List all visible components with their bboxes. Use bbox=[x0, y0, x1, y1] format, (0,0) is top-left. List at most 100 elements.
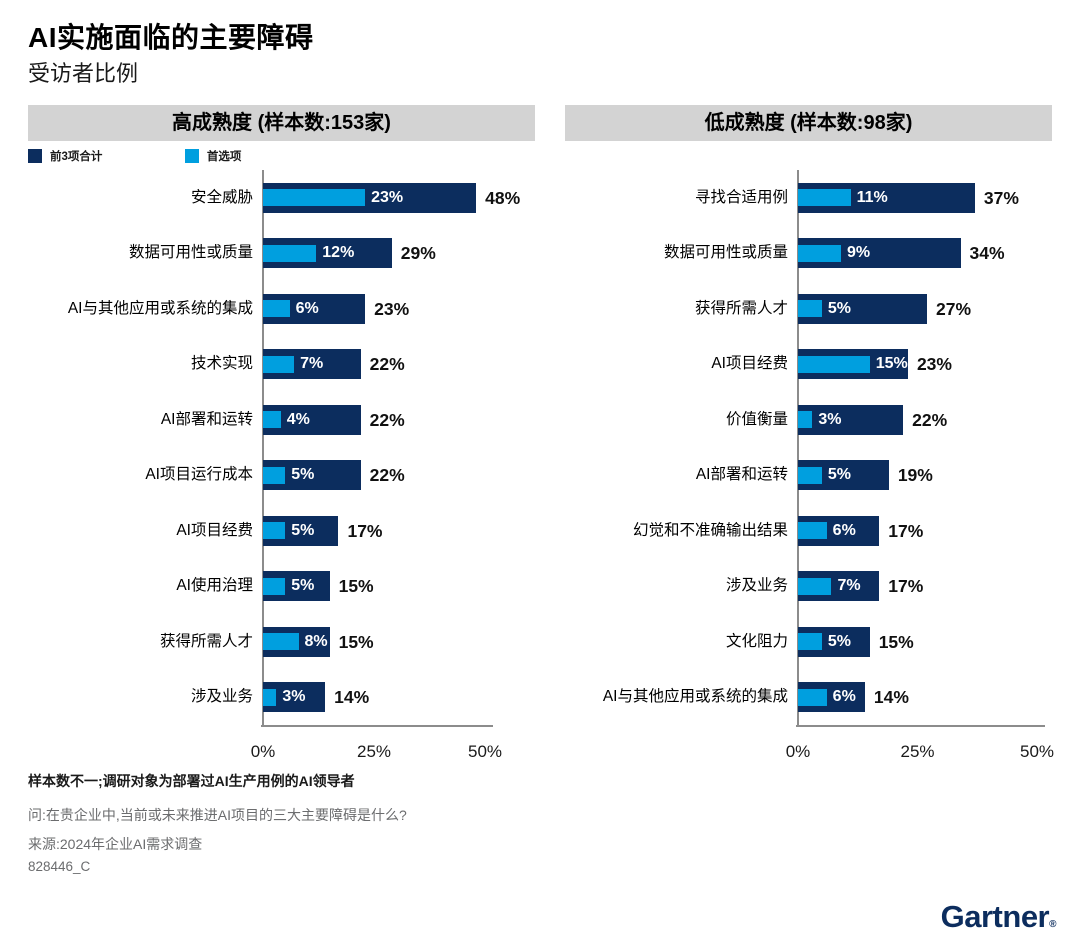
first-choice-bar bbox=[798, 577, 832, 595]
x-axis-line bbox=[796, 725, 1045, 727]
first-choice-value: 5% bbox=[827, 299, 852, 317]
x-tick-label: 50% bbox=[467, 742, 503, 761]
legend-label-top3: 前3项合计 bbox=[50, 150, 103, 163]
first-choice-bar bbox=[798, 189, 851, 207]
total-value: 17% bbox=[888, 520, 924, 541]
legend: 前3项合计 首选项 bbox=[28, 147, 241, 163]
category-label: 幻觉和不准确输出结果 bbox=[632, 521, 788, 539]
legend-swatch-first-choice bbox=[184, 148, 199, 163]
first-choice-bar bbox=[263, 244, 317, 262]
category-label: 技术实现 bbox=[190, 355, 253, 373]
first-choice-bar bbox=[798, 300, 822, 318]
first-choice-bar bbox=[263, 189, 366, 207]
first-choice-bar bbox=[798, 522, 827, 540]
first-choice-value: 7% bbox=[300, 355, 324, 373]
category-label: AI与其他应用或系统的集成 bbox=[67, 299, 253, 317]
first-choice-value: 5% bbox=[291, 577, 315, 595]
x-tick-label: 25% bbox=[900, 742, 935, 761]
y-axis-line bbox=[797, 170, 799, 727]
category-label: 数据可用性或质量 bbox=[128, 244, 253, 262]
first-choice-value: 12% bbox=[322, 244, 355, 262]
footnote-sample-note: 样本数不一;调研对象为部署过AI生产用例的AI领导者 bbox=[28, 773, 355, 789]
first-choice-value: 4% bbox=[286, 410, 310, 428]
total-value: 29% bbox=[400, 243, 436, 264]
total-value: 23% bbox=[916, 354, 952, 375]
category-label: AI项目运行成本 bbox=[145, 466, 253, 484]
x-tick-label: 25% bbox=[356, 742, 392, 761]
total-value: 15% bbox=[878, 631, 914, 652]
first-choice-bar bbox=[263, 688, 277, 706]
first-choice-bar bbox=[798, 688, 827, 706]
first-choice-value: 7% bbox=[837, 577, 861, 595]
total-value: 14% bbox=[334, 687, 370, 708]
category-label: 安全威胁 bbox=[190, 188, 253, 206]
y-axis-line bbox=[262, 170, 264, 727]
total-value: 22% bbox=[369, 409, 405, 430]
first-choice-value: 15% bbox=[875, 355, 908, 373]
first-choice-bar bbox=[263, 355, 295, 373]
total-value: 23% bbox=[374, 298, 410, 319]
panel-header-low-maturity: 低成熟度 (样本数:98家) bbox=[565, 105, 1052, 141]
legend-swatch-top3 bbox=[28, 148, 42, 163]
first-choice-bar bbox=[263, 411, 281, 429]
first-choice-bar bbox=[798, 355, 870, 373]
first-choice-value: 5% bbox=[827, 466, 852, 484]
total-value: 34% bbox=[969, 243, 1005, 264]
first-choice-value: 8% bbox=[304, 632, 328, 650]
total-value: 17% bbox=[888, 576, 924, 597]
category-label: AI与其他应用或系统的集成 bbox=[602, 688, 788, 706]
category-label: AI项目经费 bbox=[176, 521, 253, 539]
first-choice-value: 5% bbox=[827, 632, 852, 650]
first-choice-bar bbox=[263, 633, 299, 651]
category-label: 获得所需人才 bbox=[159, 632, 253, 650]
first-choice-bar bbox=[263, 300, 290, 318]
legend-label-first-choice: 首选项 bbox=[206, 150, 242, 163]
first-choice-bar bbox=[798, 633, 822, 651]
footnote-source: 来源:2024年企业AI需求调查 bbox=[28, 836, 203, 852]
category-label: AI项目经费 bbox=[711, 355, 788, 373]
first-choice-value: 5% bbox=[291, 521, 315, 539]
gartner-logo-text: Gartner bbox=[940, 899, 1050, 934]
first-choice-value: 11% bbox=[856, 188, 888, 206]
x-axis-line bbox=[261, 725, 493, 727]
chart-high-maturity: 安全威胁 23% 48% 数据可用性或质量 12% 29% AI与其他应用或系统的集成 6% 2… bbox=[28, 170, 548, 785]
total-value: 22% bbox=[912, 409, 948, 430]
x-tick-label: 0% bbox=[250, 742, 276, 761]
page-title: AI实施面临的主要障碍 bbox=[28, 22, 314, 53]
registered-trademark-icon: ® bbox=[1049, 919, 1056, 930]
category-label: AI部署和运转 bbox=[695, 466, 788, 484]
first-choice-value: 9% bbox=[847, 244, 871, 262]
category-label: AI部署和运转 bbox=[160, 410, 253, 428]
first-choice-value: 3% bbox=[282, 688, 306, 706]
category-label: 寻找合适用例 bbox=[694, 188, 788, 206]
x-tick-label: 50% bbox=[1019, 742, 1055, 761]
category-label: 文化阻力 bbox=[725, 632, 788, 650]
panel-header-high-maturity: 高成熟度 (样本数:153家) bbox=[28, 105, 535, 141]
footnote-question: 问:在贵企业中,当前或未来推进AI项目的三大主要障碍是什么? bbox=[28, 807, 407, 823]
first-choice-bar bbox=[798, 244, 842, 262]
total-bar bbox=[798, 404, 904, 435]
category-label: 涉及业务 bbox=[725, 577, 788, 595]
first-choice-value: 5% bbox=[291, 466, 315, 484]
total-value: 27% bbox=[936, 298, 972, 319]
first-choice-value: 6% bbox=[295, 299, 319, 317]
total-value: 22% bbox=[369, 354, 405, 375]
first-choice-value: 6% bbox=[832, 688, 856, 706]
category-label: 获得所需人才 bbox=[694, 299, 788, 317]
footnote-document-id: 828446_C bbox=[28, 859, 91, 874]
x-tick-label: 0% bbox=[785, 742, 811, 761]
total-value: 15% bbox=[338, 631, 374, 652]
first-choice-bar bbox=[263, 577, 286, 595]
first-choice-bar bbox=[263, 522, 286, 540]
total-value: 37% bbox=[983, 187, 1019, 208]
gartner-logo: Gartner® bbox=[940, 899, 1057, 935]
page-subtitle: 受访者比例 bbox=[28, 61, 139, 86]
chart-low-maturity: 寻找合适用例 11% 37% 数据可用性或质量 9% 34% 获得所需人才 5% 27% AI项目… bbox=[565, 170, 1080, 785]
first-choice-value: 6% bbox=[832, 521, 856, 539]
total-value: 19% bbox=[897, 465, 933, 486]
first-choice-bar bbox=[263, 466, 286, 484]
total-value: 14% bbox=[873, 687, 909, 708]
category-label: AI使用治理 bbox=[176, 577, 253, 595]
total-value: 22% bbox=[369, 465, 405, 486]
